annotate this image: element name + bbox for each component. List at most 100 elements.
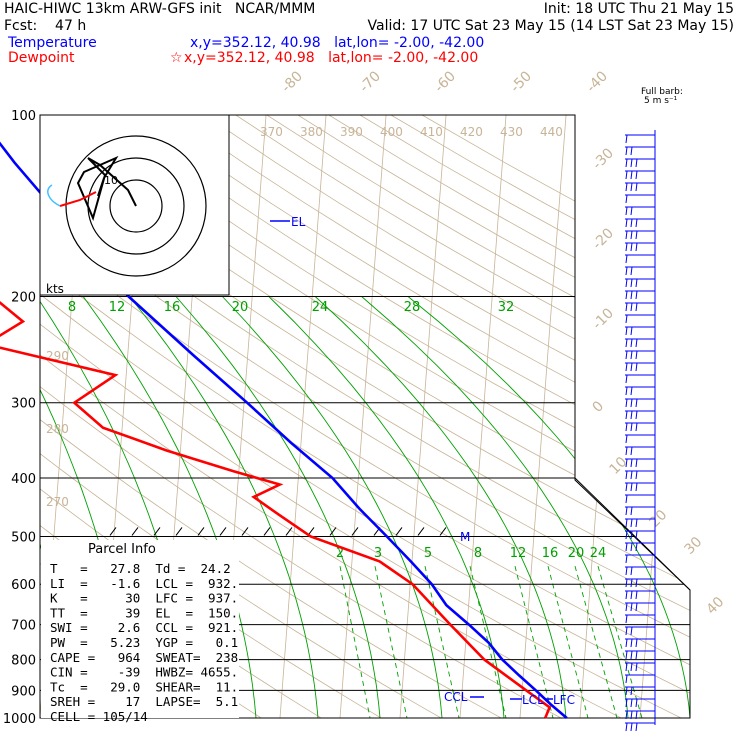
mixing-ratio-label: 20 — [568, 546, 585, 561]
isotherm-line — [279, 115, 327, 718]
wind-barb-flag — [630, 530, 633, 540]
isotherm-label: -70 — [357, 68, 384, 95]
wind-barb-flag — [630, 578, 633, 588]
parcel-info-panel: Parcel Info T = 27.8 Td = 24.2LI = -1.6 L… — [41, 540, 239, 724]
wind-barb-flag — [630, 290, 633, 300]
wind-barb-flag — [630, 710, 633, 720]
wind-barb-flag — [635, 530, 638, 540]
mixing-ratio-label: 8 — [474, 546, 482, 561]
wind-barb-flag — [625, 398, 628, 408]
mixing-ratio-label: 20 — [232, 300, 249, 315]
wind-barbs — [625, 134, 655, 732]
hatch-mark — [285, 527, 293, 536]
hatch-mark — [351, 527, 359, 536]
hatch-mark — [109, 527, 117, 536]
isotherm-label: -20 — [590, 225, 617, 252]
wind-barb-flag — [630, 278, 633, 288]
theta-label: 280 — [46, 422, 69, 436]
wind-barb-flag — [630, 602, 633, 612]
hatch-mark — [329, 527, 337, 536]
hatch-mark — [263, 527, 271, 536]
valid-time: Valid: 17 UTC Sat 23 May 15 (14 LST Sat … — [367, 18, 734, 34]
mixing-ratio-line — [339, 566, 371, 718]
wind-barb-flag — [630, 566, 633, 576]
mixing-ratio-line — [424, 566, 460, 718]
wind-barb-flag — [630, 470, 633, 480]
wind-barb-flag — [630, 542, 633, 552]
wind-barb-flag — [625, 134, 628, 144]
pressure-tick-label: 300 — [11, 397, 36, 412]
mixing-ratio-line — [514, 566, 554, 718]
hatch-mark — [219, 527, 227, 536]
wind-barb-flag — [630, 626, 633, 636]
wind-barb-flag — [625, 530, 628, 540]
wind-barb-flag — [625, 374, 628, 384]
wind-barb-flag — [635, 650, 638, 660]
pressure-tick-label: 900 — [11, 684, 36, 699]
theta-label: 410 — [420, 125, 443, 139]
wind-barb-flag — [625, 242, 628, 252]
dry-adiabat-line — [142, 115, 690, 718]
hodograph-trace — [76, 155, 137, 222]
wind-barb-flag — [630, 698, 633, 708]
wind-barb-flag — [635, 230, 638, 240]
wind-barb-flag — [625, 470, 628, 480]
wind-barb-flag — [635, 470, 638, 480]
lfc-label: LFC — [553, 693, 575, 707]
wind-barb-flag — [625, 554, 628, 564]
parcel-info-row: PW = 5.23 YGP = 0.1 — [50, 635, 238, 650]
dry-adiabat-line — [40, 115, 690, 718]
wind-barb-flag — [630, 146, 633, 156]
wind-barb-flag — [635, 362, 638, 372]
hodograph-ring — [109, 179, 163, 233]
wind-barb-flag — [625, 230, 628, 240]
mixing-ratio-label: 2 — [336, 546, 344, 561]
wind-barb-flag — [625, 578, 628, 588]
hatch-mark — [439, 527, 447, 536]
el-label: EL — [291, 215, 306, 229]
wind-barb-flag — [635, 278, 638, 288]
wind-barb-flag — [630, 302, 633, 312]
wind-barb-flag — [625, 458, 628, 468]
wind-barb-flag — [635, 158, 638, 168]
wind-barb-flag — [630, 266, 633, 276]
wind-barb-flag — [625, 686, 628, 696]
dry-adiabat-line — [40, 115, 690, 718]
wind-barb-flag — [635, 458, 638, 468]
wind-barb-flag — [635, 350, 638, 360]
wind-barb-flag — [625, 290, 628, 300]
isotherm-label: 0 — [590, 398, 608, 416]
wind-barb-flag — [635, 398, 638, 408]
hodograph-ring — [65, 135, 207, 277]
isotherm-label: -80 — [279, 68, 306, 95]
parcel-info-row: SWI = 2.6 CCL = 921. — [50, 620, 238, 635]
moist-adiabat-line — [314, 296, 567, 718]
wind-barb-flag — [625, 674, 628, 684]
wind-barb-flag — [630, 482, 633, 492]
wind-barb-flag — [625, 146, 628, 156]
wind-barb-flag — [625, 338, 628, 348]
dry-adiabat-line — [390, 115, 690, 718]
dewpoint-legend-label: Dewpoint — [8, 50, 75, 66]
parcel-info-row: SREH = 17 LAPSE= 5.1 — [50, 694, 238, 709]
wind-barb-flag — [630, 638, 633, 648]
wind-barb-flag — [625, 590, 628, 600]
ccl-label: CCL — [444, 690, 468, 704]
mixing-ratio-label: 3 — [374, 546, 382, 561]
wind-barb-flag — [635, 482, 638, 492]
wind-barb-flag — [625, 638, 628, 648]
wind-barb-flag — [635, 542, 638, 552]
wind-barb-flag — [625, 506, 628, 516]
hodograph: 10 kts — [39, 114, 230, 296]
mixing-ratio-label: 32 — [498, 300, 515, 315]
hatch-mark — [395, 527, 403, 536]
dry-adiabat-line — [40, 115, 622, 718]
wind-barb-flag — [625, 386, 628, 396]
init-time: Init: 18 UTC Thu 21 May 15 — [543, 1, 734, 17]
mixing-ratio-label: 28 — [404, 300, 421, 315]
wind-barb-flag — [635, 602, 638, 612]
wind-barb-flag — [635, 638, 638, 648]
barb-legend-text: Full barb: — [641, 87, 683, 97]
hatch-mark — [417, 527, 425, 536]
wind-barb-flag — [625, 206, 628, 216]
